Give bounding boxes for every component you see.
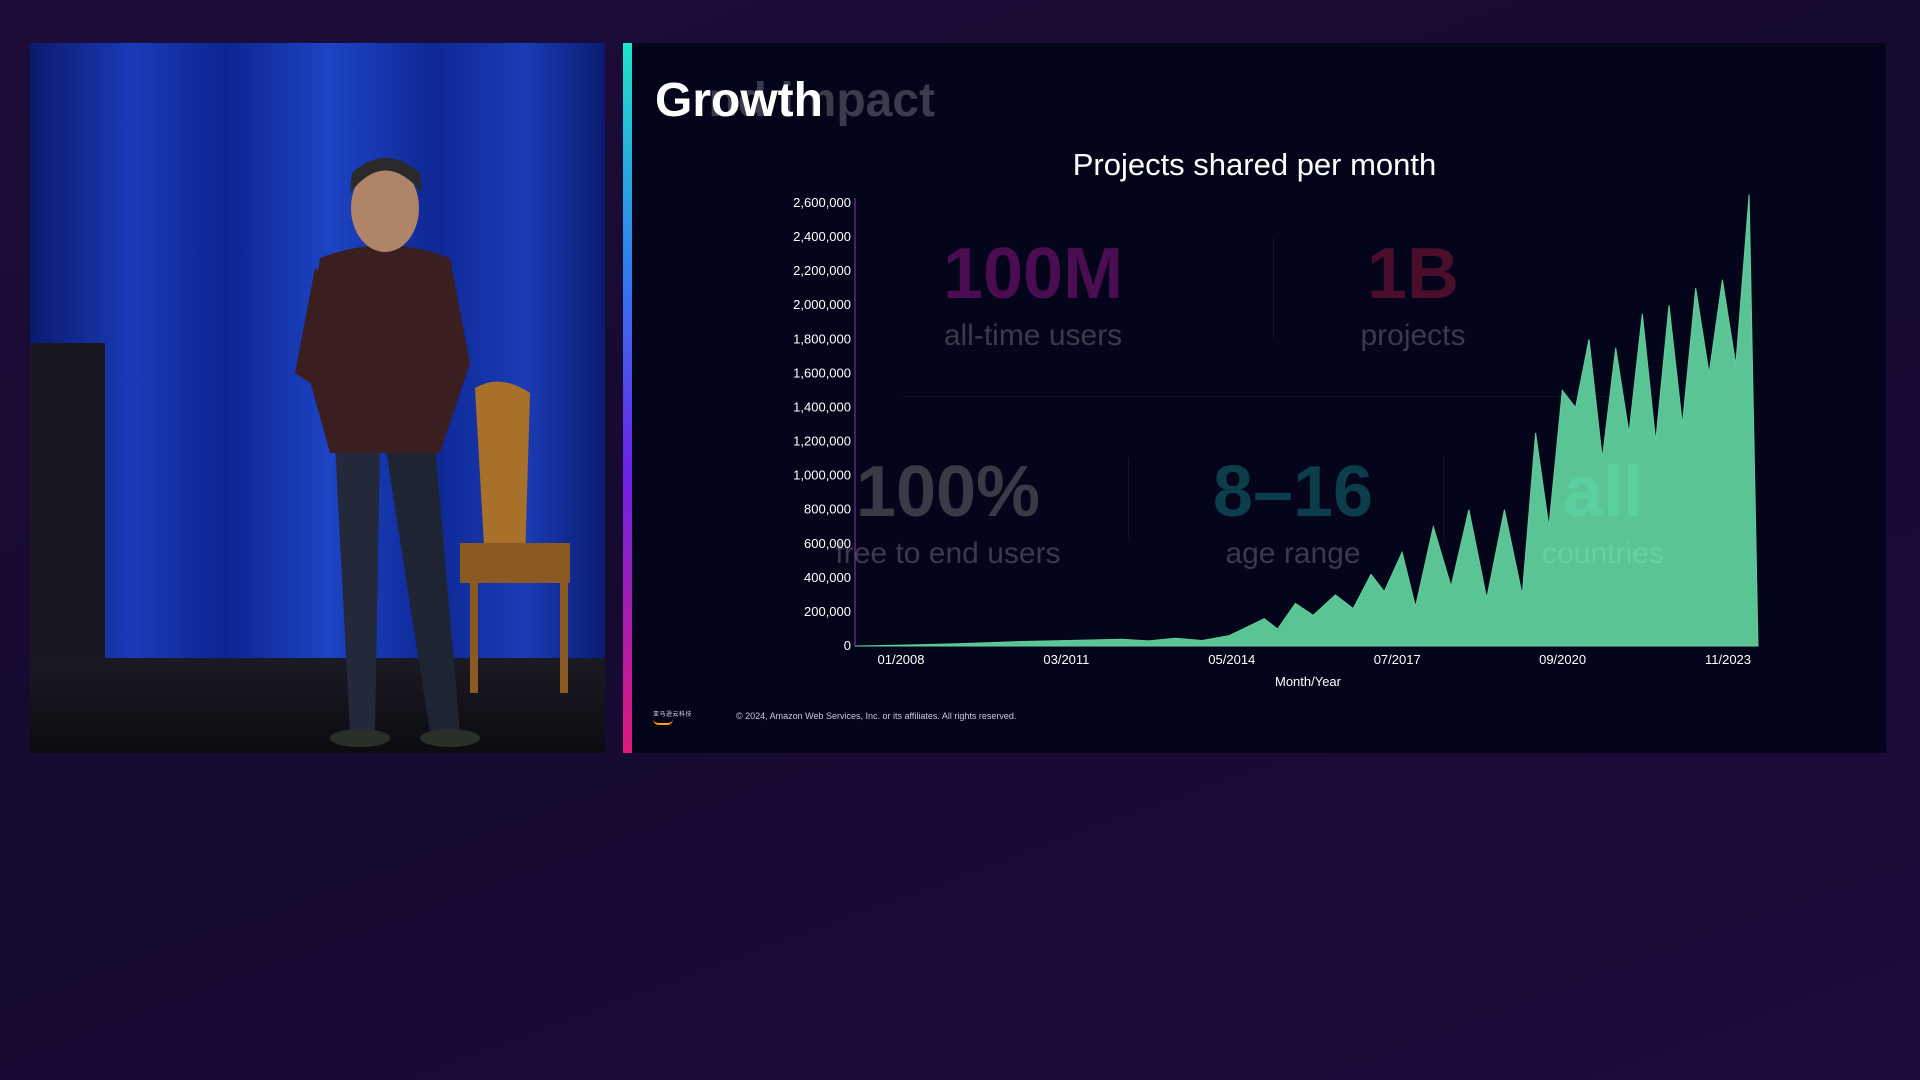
y-tick-label: 1,400,000 [793, 399, 851, 414]
ghost-stat-label: projects [1360, 319, 1466, 352]
ghost-stat-value: 100M [942, 234, 1124, 314]
y-tick-label: 600,000 [804, 536, 851, 551]
y-tick-label: 800,000 [804, 502, 851, 517]
y-tick-label: 400,000 [804, 570, 851, 585]
x-tick-label: 01/2008 [878, 652, 925, 667]
ghost-stat-users: 100M all-time users [933, 238, 1133, 355]
y-tick-label: 1,800,000 [793, 331, 851, 346]
ghost-stat-free: 100% free to end users [803, 456, 1093, 573]
area-chart: 0 200,000 400,000 600,000 800,000 1,000,000 1,… [793, 194, 1759, 689]
ghost-stat-label: free to end users [835, 537, 1061, 570]
copyright-footer: © 2024, Amazon Web Services, Inc. or its… [736, 711, 1017, 721]
ghost-divider [903, 396, 1623, 397]
y-tick-label: 2,400,000 [793, 229, 851, 244]
ghost-divider [1128, 458, 1129, 538]
ghost-stat-value: 1B [1366, 234, 1460, 314]
stage-floor [30, 658, 605, 753]
x-tick-label: 11/2023 [1705, 652, 1751, 667]
y-tick-label: 1,600,000 [793, 365, 851, 380]
slide: nd impact Growth 100M all-time users 1B … [623, 43, 1886, 753]
y-tick-label: 2,200,000 [793, 263, 851, 278]
y-tick-label: 200,000 [804, 604, 851, 619]
ghost-stat-age: 8–16 age range [1193, 456, 1393, 573]
slide-ghost-title: nd impact [655, 74, 936, 127]
slide-accent-bar [623, 43, 632, 753]
speaker-video [30, 43, 605, 753]
ghost-stat-value: 8–16 [1212, 452, 1374, 532]
y-tick-label: 2,600,000 [793, 195, 851, 210]
podium [30, 343, 105, 673]
ghost-stat-label: age range [1225, 537, 1361, 570]
y-tick-label: 2,000,000 [793, 297, 851, 312]
ghost-stat-label: all-time users [943, 319, 1123, 352]
x-tick-label: 09/2020 [1539, 652, 1586, 667]
area-series [854, 194, 1759, 647]
aws-logo: 亚马逊云科技 [653, 709, 697, 725]
ghost-stat-value: 100% [855, 452, 1041, 532]
logo-text: 亚马逊云科技 [653, 712, 693, 718]
chart-title: Projects shared per month [1072, 147, 1437, 182]
x-tick-label: 07/2017 [1374, 652, 1421, 667]
slide-title: Growth [655, 74, 823, 127]
ghost-divider [1443, 458, 1444, 538]
x-axis-label: Month/Year [1275, 674, 1342, 689]
x-tick-label: 05/2014 [1208, 652, 1255, 667]
ghost-divider [1273, 238, 1274, 338]
y-tick-label: 1,000,000 [793, 468, 851, 483]
y-tick-label: 1,200,000 [793, 434, 851, 449]
y-tick-label: 0 [844, 638, 851, 653]
smile-icon [653, 719, 673, 725]
speaker-figure [295, 158, 570, 747]
ghost-stat-projects: 1B projects [1313, 238, 1513, 355]
x-tick-label: 03/2011 [1043, 652, 1089, 667]
